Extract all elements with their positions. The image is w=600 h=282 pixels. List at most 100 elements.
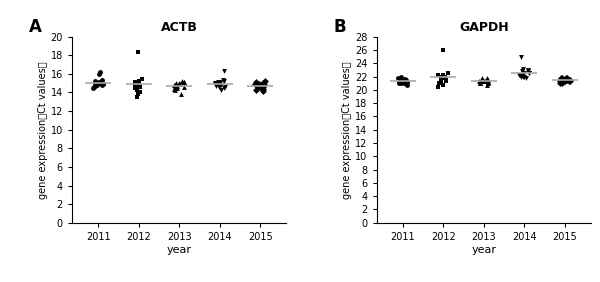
Point <box>175 82 184 86</box>
Point <box>95 72 104 76</box>
Point <box>220 69 229 73</box>
Point <box>556 76 566 80</box>
Point <box>482 82 492 87</box>
Text: B: B <box>334 18 346 36</box>
Point <box>179 80 189 85</box>
Text: A: A <box>29 18 42 36</box>
Point <box>400 78 409 82</box>
Point <box>557 80 567 84</box>
Point <box>438 48 448 52</box>
Point <box>257 84 267 88</box>
Point <box>483 78 493 82</box>
Point <box>520 74 529 79</box>
Point <box>515 72 525 77</box>
Point <box>210 82 220 86</box>
Point <box>482 76 492 80</box>
Point <box>564 78 574 83</box>
Point <box>88 86 98 90</box>
Point <box>132 81 142 85</box>
Point <box>555 81 565 85</box>
Point <box>259 81 268 85</box>
Point <box>215 81 225 85</box>
Point <box>437 74 447 79</box>
Point <box>178 79 187 83</box>
Point <box>518 67 528 72</box>
Point <box>517 54 526 59</box>
Point <box>212 84 221 88</box>
Point <box>482 77 492 81</box>
Point <box>254 82 263 86</box>
Point <box>558 77 568 81</box>
Point <box>174 81 184 85</box>
Point <box>481 78 490 83</box>
Point <box>212 83 221 87</box>
Point <box>437 80 446 84</box>
Point <box>557 77 567 81</box>
Point <box>97 83 107 87</box>
Point <box>172 86 182 90</box>
X-axis label: year: year <box>471 244 496 255</box>
Point <box>565 78 574 82</box>
Point <box>477 78 487 83</box>
Point <box>132 82 142 86</box>
Point <box>483 81 493 85</box>
Point <box>89 85 98 89</box>
Point <box>400 81 410 85</box>
Point <box>251 80 260 85</box>
Point <box>520 70 529 75</box>
Point <box>258 85 268 89</box>
Point <box>394 80 404 84</box>
Point <box>523 68 533 72</box>
Point <box>254 84 263 88</box>
Point <box>252 83 262 87</box>
Point <box>560 78 569 82</box>
Point <box>172 84 181 88</box>
Point <box>394 76 403 80</box>
Point <box>517 74 526 79</box>
Point <box>211 81 220 85</box>
Point <box>251 83 260 87</box>
Point <box>253 83 263 87</box>
Point <box>524 71 533 76</box>
Point <box>133 87 142 92</box>
Point <box>258 88 268 93</box>
Point <box>484 80 493 84</box>
Point <box>479 79 489 83</box>
Point <box>436 77 445 81</box>
Point <box>477 76 487 80</box>
Point <box>256 86 265 90</box>
Point <box>90 84 100 88</box>
Point <box>434 72 443 77</box>
Point <box>131 84 140 88</box>
Point <box>217 83 226 87</box>
Point <box>131 86 140 90</box>
Point <box>96 81 106 85</box>
Point <box>137 76 146 81</box>
Point <box>483 80 493 84</box>
Point <box>170 83 180 87</box>
Title: GAPDH: GAPDH <box>459 21 509 34</box>
Point <box>213 80 223 85</box>
Point <box>400 77 410 81</box>
Point <box>514 73 524 78</box>
Title: ACTB: ACTB <box>161 21 197 34</box>
Point <box>98 82 108 86</box>
Point <box>250 82 260 86</box>
Point <box>95 70 105 74</box>
Point <box>134 79 144 83</box>
Point <box>439 74 449 79</box>
Point <box>132 95 142 100</box>
Point <box>219 86 229 90</box>
Point <box>398 78 407 83</box>
Point <box>134 81 144 85</box>
Point <box>555 79 565 83</box>
Point <box>402 80 412 84</box>
Point <box>90 79 100 83</box>
Point <box>170 83 179 87</box>
Point <box>215 80 225 85</box>
Point <box>134 92 143 97</box>
Point <box>213 82 223 86</box>
Point <box>170 84 179 88</box>
Point <box>179 80 188 85</box>
Point <box>439 76 448 80</box>
